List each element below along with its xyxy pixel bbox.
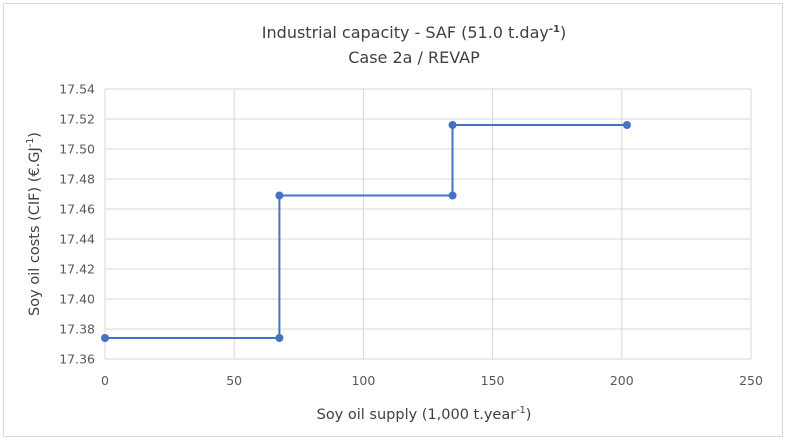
x-tick-labels: 0 50 100 150 200 250 <box>101 373 763 388</box>
y-tick-label: 17.48 <box>59 172 95 187</box>
data-point <box>622 121 631 129</box>
x-tick-label: 50 <box>226 373 242 388</box>
y-axis-label-superscript: -1 <box>25 138 36 147</box>
x-tick-label: 0 <box>101 373 109 388</box>
y-tick-label: 17.50 <box>59 142 95 157</box>
x-axis-label-superscript: -1 <box>516 405 525 416</box>
chart-title-line1: Industrial capacity - SAF (51.0 t.day-1) <box>262 23 566 42</box>
data-point <box>448 121 457 129</box>
chart-title-superscript: -1 <box>549 24 560 35</box>
data-point <box>448 191 457 200</box>
x-tick-label: 250 <box>739 373 763 388</box>
y-tick-label: 17.52 <box>59 112 95 127</box>
chart-svg: 17.36 17.38 17.40 17.42 17.44 17.46 17.48 17.50… <box>25 23 763 423</box>
y-axis-label: Soy oil costs (CIF) (€.GJ-1) <box>25 132 43 316</box>
y-tick-label: 17.42 <box>59 262 95 277</box>
series-line <box>105 124 627 339</box>
y-tick-label: 17.44 <box>59 232 95 247</box>
y-tick-labels: 17.36 17.38 17.40 17.42 17.44 17.46 17.48 17.50… <box>59 82 95 367</box>
x-axis-label: Soy oil supply (1,000 t.year-1) <box>317 405 532 423</box>
x-tick-label: 200 <box>610 373 634 388</box>
x-tick-label: 150 <box>481 373 505 388</box>
data-point <box>275 191 284 200</box>
chart-frame: 17.36 17.38 17.40 17.42 17.44 17.46 17.48 17.50… <box>3 3 783 437</box>
x-tick-label: 100 <box>351 373 375 388</box>
data-point <box>275 334 284 342</box>
data-point <box>101 334 109 342</box>
y-tick-label: 17.38 <box>59 322 95 337</box>
gridlines <box>104 88 752 360</box>
y-tick-label: 17.54 <box>59 82 95 97</box>
y-tick-label: 17.36 <box>59 352 95 367</box>
y-tick-label: 17.40 <box>59 292 95 307</box>
y-tick-label: 17.46 <box>59 202 95 217</box>
chart-title-line2: Case 2a / REVAP <box>348 48 480 67</box>
data-series <box>101 121 631 342</box>
